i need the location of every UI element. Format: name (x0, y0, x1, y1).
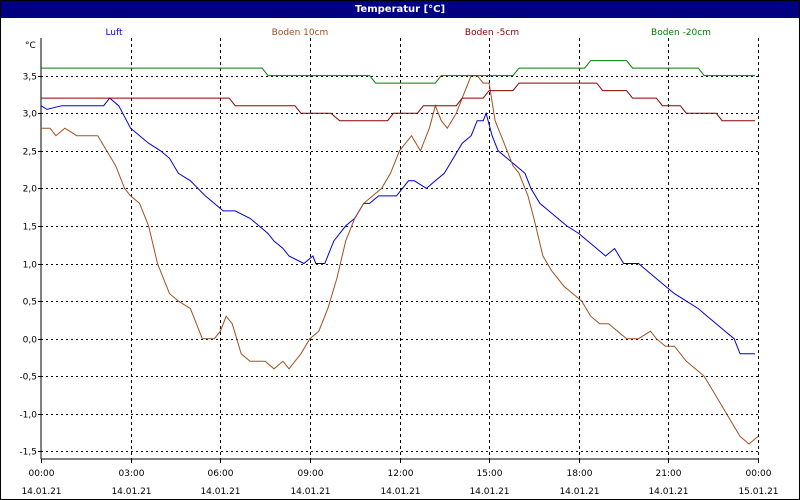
x-tick-time-label: 03:00 (119, 469, 145, 479)
x-tick-time-label: 00:00 (746, 469, 772, 479)
x-tick-date-label: 14.01.21 (469, 487, 509, 497)
grid (40, 38, 759, 460)
x-tick-date-label: 14.01.21 (290, 487, 330, 497)
y-tick-label: 0,5 (23, 298, 37, 308)
y-tick-label: 1,5 (23, 223, 37, 233)
x-axis: 00:00 14.01.21 03:00 14.01.21 06:00 14.01.21 0… (21, 459, 779, 497)
legend-label: Boden -20cm (651, 28, 711, 38)
y-unit-label: °C (25, 41, 36, 51)
x-tick-time-label: 06:00 (208, 469, 234, 479)
temperature-chart: Luft Boden 10cm Boden -5cm Boden -20cm °C -… (19, 28, 779, 497)
y-tick-label: 3,5 (23, 73, 37, 83)
y-tick-label: 2,0 (23, 185, 38, 195)
y-tick-label: 2,5 (23, 148, 37, 158)
x-tick-date-label: 14.01.21 (200, 487, 240, 497)
y-tick-label: 1,0 (23, 261, 38, 271)
series-line-boden-20cm (41, 60, 755, 84)
y-tick-label: -1,5 (19, 448, 37, 458)
legend: Luft Boden 10cm Boden -5cm Boden -20cm (105, 28, 711, 38)
x-tick-date-label: 15.01.21 (738, 487, 778, 497)
x-tick-time-label: 18:00 (567, 469, 593, 479)
x-tick-date-label: 14.01.21 (380, 487, 420, 497)
y-axis: -1,5 -1,0 -0,5 0,0 0,5 1,0 1,5 2,0 2,5 3,0 3,5 (19, 73, 41, 458)
x-tick-time-label: 21:00 (656, 469, 682, 479)
legend-label: Luft (105, 28, 123, 38)
y-tick-label: 3,0 (23, 110, 38, 120)
x-tick-time-label: 12:00 (388, 469, 414, 479)
series-line-luft (40, 97, 755, 355)
x-tick-date-label: 14.01.21 (21, 487, 61, 497)
window-title: Temperatur [°C] (1, 1, 799, 18)
legend-label: Boden -5cm (465, 28, 519, 38)
y-tick-label: -1,0 (19, 411, 37, 421)
x-tick-time-label: 09:00 (298, 469, 324, 479)
x-tick-time-label: 15:00 (477, 469, 503, 479)
legend-label: Boden 10cm (272, 28, 329, 38)
y-tick-label: -0,5 (19, 373, 37, 383)
series-line-boden-5cm (41, 82, 755, 122)
x-tick-date-label: 14.01.21 (559, 487, 599, 497)
series-line-boden-10cm (41, 75, 759, 445)
x-tick-date-label: 14.01.21 (111, 487, 151, 497)
x-tick-time-label: 00:00 (29, 469, 55, 479)
x-tick-date-label: 14.01.21 (648, 487, 688, 497)
series-group (40, 60, 759, 445)
y-tick-label: 0,0 (23, 336, 38, 346)
